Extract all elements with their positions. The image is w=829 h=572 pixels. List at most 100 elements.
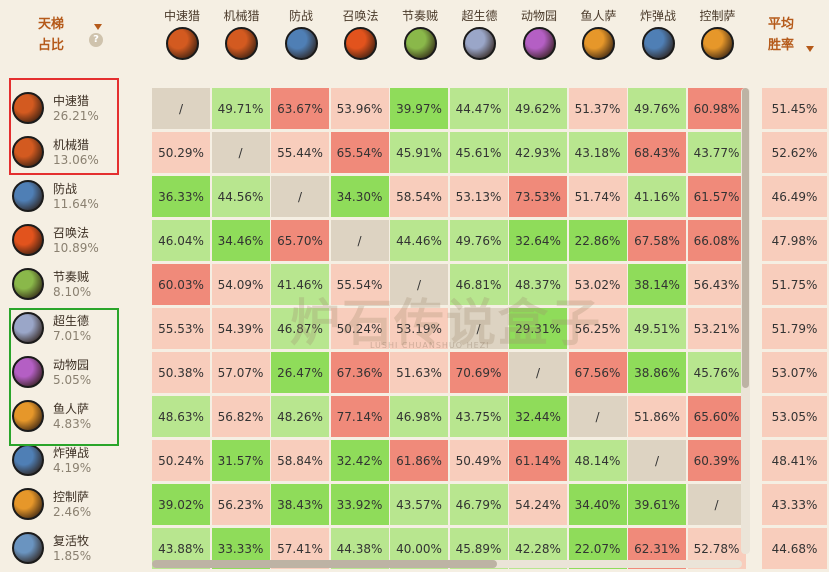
matchup-cell[interactable]: / <box>211 132 270 173</box>
matchup-cell[interactable]: 53.96% <box>330 88 389 129</box>
column-header[interactable]: 召唤法 <box>331 8 391 60</box>
matchup-cell[interactable]: 50.24% <box>152 440 210 481</box>
matchup-cell[interactable]: 45.91% <box>390 132 448 173</box>
matchup-cell[interactable]: / <box>330 220 389 261</box>
matchup-cell[interactable]: 41.46% <box>271 264 329 305</box>
matchup-cell[interactable]: 33.92% <box>330 484 389 525</box>
matchup-cell[interactable]: 70.69% <box>449 352 508 393</box>
matchup-cell[interactable]: 31.57% <box>211 440 270 481</box>
matchup-cell[interactable]: 53.19% <box>390 308 448 349</box>
matchup-cell[interactable]: 46.81% <box>449 264 508 305</box>
matchup-cell[interactable]: 58.84% <box>271 440 329 481</box>
matchup-cell[interactable]: 50.49% <box>449 440 508 481</box>
matchup-cell[interactable]: 42.93% <box>509 132 567 173</box>
matchup-cell[interactable]: 49.51% <box>628 308 686 349</box>
matchup-cell[interactable]: / <box>390 264 448 305</box>
matchup-cell[interactable]: 53.13% <box>449 176 508 217</box>
matchup-cell[interactable]: 54.09% <box>211 264 270 305</box>
column-header[interactable]: 中速猎 <box>152 8 212 60</box>
matchup-cell[interactable]: / <box>152 88 210 129</box>
matchup-cell[interactable]: 54.39% <box>211 308 270 349</box>
matchup-cell[interactable]: / <box>568 396 627 437</box>
matchup-cell[interactable]: 60.98% <box>687 88 746 129</box>
matchup-cell[interactable]: 48.26% <box>271 396 329 437</box>
matchup-cell[interactable]: 43.75% <box>449 396 508 437</box>
matchup-cell[interactable]: 48.63% <box>152 396 210 437</box>
matchup-cell[interactable]: / <box>628 440 686 481</box>
matchup-cell[interactable]: 73.53% <box>509 176 567 217</box>
matchup-cell[interactable]: 65.54% <box>330 132 389 173</box>
matchup-cell[interactable]: 51.86% <box>628 396 686 437</box>
matchup-cell[interactable]: 55.54% <box>330 264 389 305</box>
matchup-cell[interactable]: 46.98% <box>390 396 448 437</box>
matchup-cell[interactable]: 49.62% <box>509 88 567 129</box>
matchup-cell[interactable]: 44.46% <box>390 220 448 261</box>
matchup-cell[interactable]: 38.86% <box>628 352 686 393</box>
matchup-cell[interactable]: 38.43% <box>271 484 329 525</box>
matchup-cell[interactable]: 60.03% <box>152 264 210 305</box>
matchup-cell[interactable]: 51.74% <box>568 176 627 217</box>
column-header[interactable]: 机械猎 <box>212 8 272 60</box>
matchup-cell[interactable]: 34.30% <box>330 176 389 217</box>
column-header[interactable]: 动物园 <box>509 8 569 60</box>
matchup-cell[interactable]: 43.77% <box>687 132 746 173</box>
matchup-cell[interactable]: 67.56% <box>568 352 627 393</box>
matchup-cell[interactable]: 51.37% <box>568 88 627 129</box>
ladder-share-header[interactable]: 天梯 占比 ? <box>38 14 118 56</box>
matchup-cell[interactable]: 65.60% <box>687 396 746 437</box>
matchup-cell[interactable]: 55.53% <box>152 308 210 349</box>
matchup-cell[interactable]: 66.08% <box>687 220 746 261</box>
matchup-cell[interactable]: 32.64% <box>509 220 567 261</box>
matchup-cell[interactable]: 34.46% <box>211 220 270 261</box>
matchup-cell[interactable]: 57.07% <box>211 352 270 393</box>
column-header[interactable]: 防战 <box>271 8 331 60</box>
horizontal-scroll-thumb[interactable] <box>152 560 497 568</box>
matchup-cell[interactable]: 77.14% <box>330 396 389 437</box>
matchup-cell[interactable]: / <box>449 308 508 349</box>
matchup-cell[interactable]: 54.24% <box>509 484 567 525</box>
matchup-cell[interactable]: 39.02% <box>152 484 210 525</box>
column-header[interactable]: 超生德 <box>450 8 510 60</box>
matchup-cell[interactable]: 51.63% <box>390 352 448 393</box>
matchup-cell[interactable]: / <box>509 352 567 393</box>
matchup-cell[interactable]: 50.29% <box>152 132 210 173</box>
vertical-scrollbar[interactable] <box>741 88 750 554</box>
column-header[interactable]: 控制萨 <box>688 8 748 60</box>
horizontal-scrollbar[interactable] <box>152 560 742 568</box>
matchup-cell[interactable]: 49.71% <box>211 88 270 129</box>
matchup-cell[interactable]: 48.14% <box>568 440 627 481</box>
matchup-cell[interactable]: 39.61% <box>628 484 686 525</box>
matchup-cell[interactable]: 50.24% <box>330 308 389 349</box>
sort-down-icon[interactable] <box>94 24 102 30</box>
matchup-cell[interactable]: 60.39% <box>687 440 746 481</box>
matchup-cell[interactable]: 43.57% <box>390 484 448 525</box>
matchup-cell[interactable]: 56.43% <box>687 264 746 305</box>
vertical-scroll-thumb[interactable] <box>742 88 749 388</box>
matchup-cell[interactable]: 29.31% <box>509 308 567 349</box>
matchup-cell[interactable]: 32.44% <box>509 396 567 437</box>
matchup-cell[interactable]: 38.14% <box>628 264 686 305</box>
matchup-cell[interactable]: 49.76% <box>628 88 686 129</box>
matchup-cell[interactable]: 68.43% <box>628 132 686 173</box>
matchup-cell[interactable]: 34.40% <box>568 484 627 525</box>
matchup-cell[interactable]: / <box>271 176 329 217</box>
matchup-cell[interactable]: 32.42% <box>330 440 389 481</box>
matchup-cell[interactable]: 67.58% <box>628 220 686 261</box>
matchup-cell[interactable]: 58.54% <box>390 176 448 217</box>
matchup-cell[interactable]: 53.02% <box>568 264 627 305</box>
matchup-cell[interactable]: 22.86% <box>568 220 627 261</box>
matchup-cell[interactable]: 61.57% <box>687 176 746 217</box>
matchup-cell[interactable]: 43.18% <box>568 132 627 173</box>
matchup-cell[interactable]: / <box>687 484 746 525</box>
matchup-cell[interactable]: 41.16% <box>628 176 686 217</box>
help-icon[interactable]: ? <box>89 33 103 47</box>
matchup-cell[interactable]: 44.56% <box>211 176 270 217</box>
matchup-cell[interactable]: 55.44% <box>271 132 329 173</box>
matchup-cell[interactable]: 45.61% <box>449 132 508 173</box>
matchup-cell[interactable]: 46.79% <box>449 484 508 525</box>
column-header[interactable]: 鱼人萨 <box>569 8 629 60</box>
matchup-cell[interactable]: 36.33% <box>152 176 210 217</box>
matchup-cell[interactable]: 49.76% <box>449 220 508 261</box>
column-header[interactable]: 节奏贼 <box>390 8 450 60</box>
matchup-cell[interactable]: 61.14% <box>509 440 567 481</box>
